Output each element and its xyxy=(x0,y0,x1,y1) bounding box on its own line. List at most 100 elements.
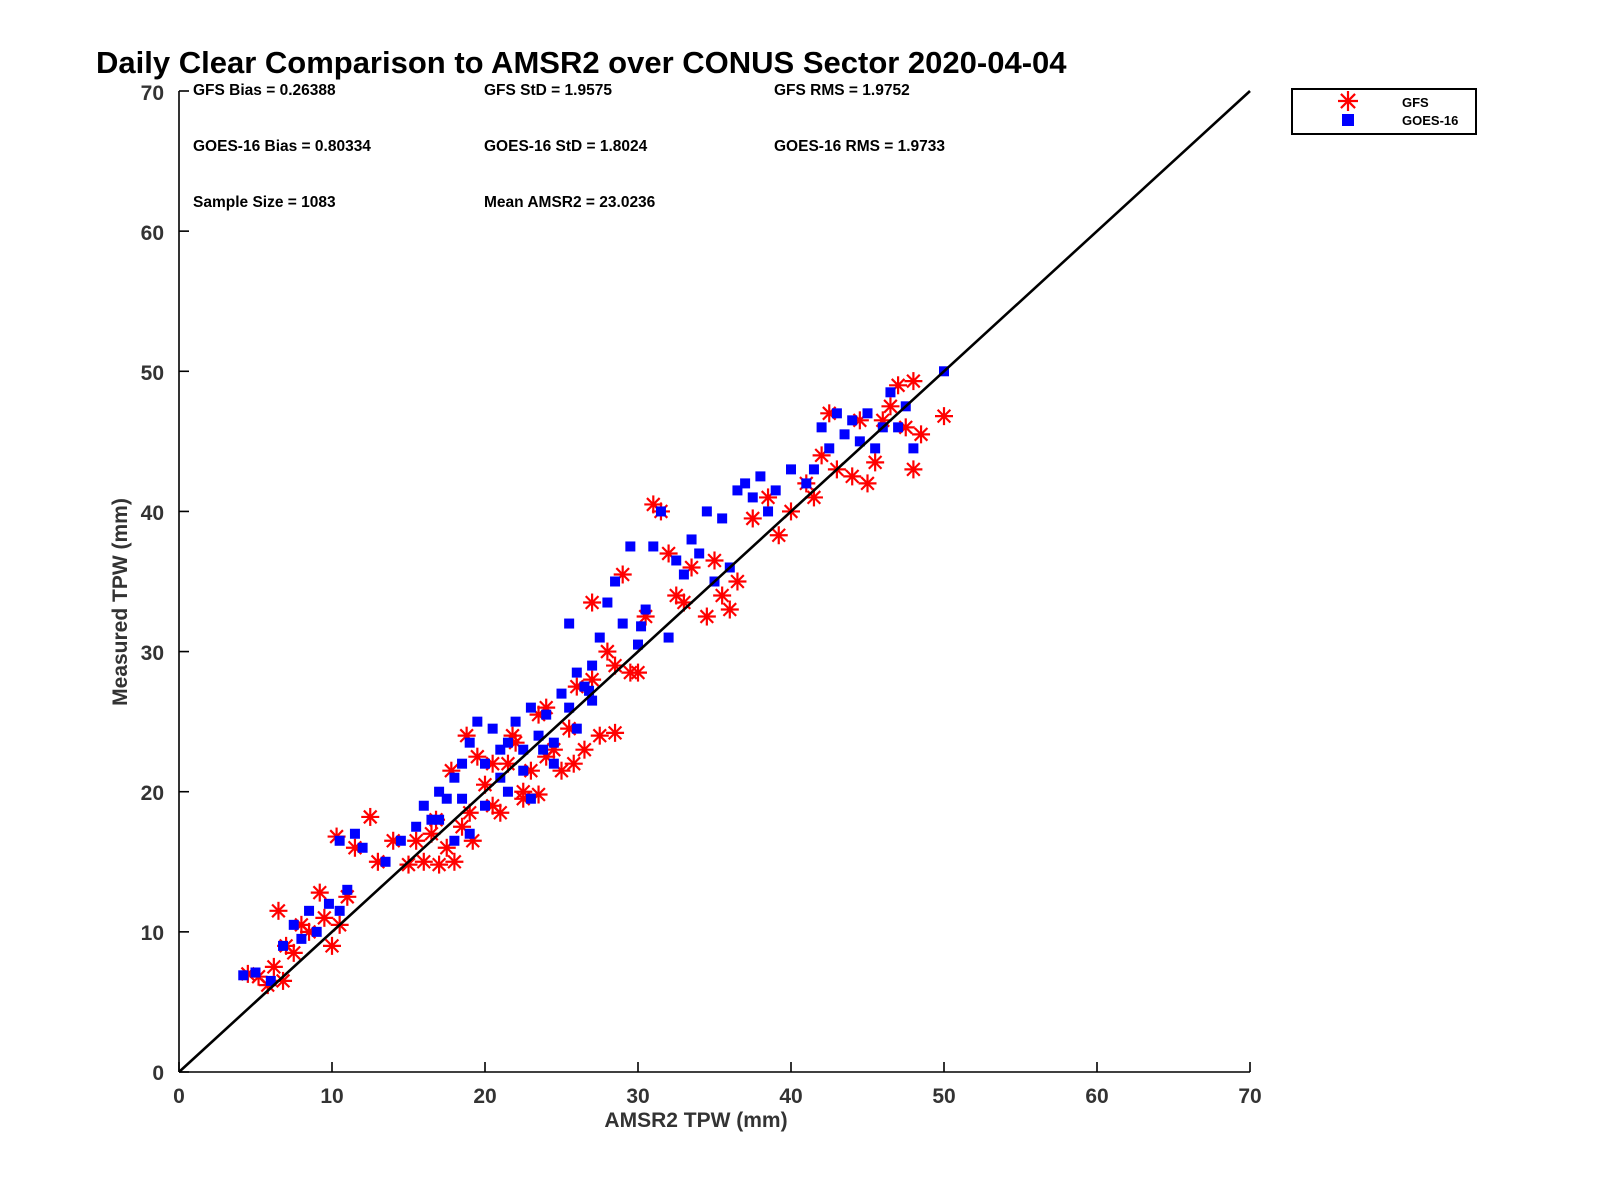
goes-16-point xyxy=(617,618,628,629)
goes-16-point xyxy=(334,905,345,916)
goes-16-point xyxy=(480,800,490,811)
goes-16-point xyxy=(648,541,659,552)
goes-16-point xyxy=(717,513,728,524)
gfs-point xyxy=(697,607,716,626)
goes-16-point xyxy=(487,723,498,734)
goes-16-point xyxy=(747,492,758,503)
goes-16-point xyxy=(349,828,360,839)
x-tick-label: 20 xyxy=(473,1085,496,1108)
goes-16-point xyxy=(755,471,766,482)
goes-16-point xyxy=(671,555,682,566)
goes-16-point xyxy=(655,506,666,517)
goes-16-point xyxy=(502,737,513,748)
goes-16-point xyxy=(816,422,827,433)
goes-16-point xyxy=(701,506,712,517)
gfs-point xyxy=(904,460,923,479)
goes-16-point xyxy=(418,800,429,811)
gfs-point xyxy=(866,453,885,472)
goes-16-point xyxy=(395,835,406,846)
goes-16-point xyxy=(457,758,468,769)
goes-16-point xyxy=(449,835,460,846)
gfs-std-stat: GFS StD = 1.9575 xyxy=(484,82,612,99)
goes-16-point xyxy=(541,709,552,720)
goes-16-point xyxy=(525,793,536,804)
goes-16-point xyxy=(548,758,559,769)
gfs-point xyxy=(264,957,283,976)
goes-16-point xyxy=(885,387,896,398)
gfs-point xyxy=(399,855,418,874)
gfs-point xyxy=(414,852,433,871)
goes-16-point xyxy=(732,485,743,496)
goes-16-point xyxy=(457,793,468,804)
goes-16-series xyxy=(238,366,949,986)
gfs-point xyxy=(743,509,762,528)
gfs-point xyxy=(912,425,931,444)
gfs-series xyxy=(238,372,953,995)
goes-16-point xyxy=(538,744,549,755)
goes-16-point xyxy=(502,786,513,797)
gfs-point xyxy=(583,593,602,612)
gfs-point xyxy=(590,726,609,745)
goes-16-point xyxy=(434,814,445,825)
y-axis-ticks xyxy=(179,90,189,1073)
y-tick-label: 60 xyxy=(141,222,164,245)
goes-rms-stat: GOES-16 RMS = 1.9733 xyxy=(774,138,945,155)
gfs-point xyxy=(407,831,426,850)
goes-16-point xyxy=(678,569,689,580)
gfs-point xyxy=(269,901,288,920)
goes-16-point xyxy=(854,436,865,447)
gfs-point xyxy=(284,943,303,962)
goes-16-point xyxy=(625,541,636,552)
goes-16-point xyxy=(831,408,842,419)
goes-16-point xyxy=(847,415,858,426)
gfs-point xyxy=(858,474,877,493)
goes-16-point xyxy=(464,737,475,748)
goes-16-point xyxy=(449,772,460,783)
goes-16-point xyxy=(288,919,299,930)
goes-16-point xyxy=(296,933,307,944)
gfs-point xyxy=(445,852,464,871)
goes-16-point xyxy=(893,422,904,433)
y-tick-label: 70 xyxy=(141,82,164,105)
goes-16-point xyxy=(441,793,452,804)
goes-16-point xyxy=(770,485,781,496)
goes-16-point xyxy=(786,464,796,475)
gfs-point xyxy=(728,572,747,591)
y-tick-label: 20 xyxy=(141,782,164,805)
goes-16-point xyxy=(556,688,567,699)
goes-16-point xyxy=(694,548,705,559)
goes-16-point xyxy=(250,967,261,978)
goes-16-point xyxy=(633,639,643,650)
goes-16-point xyxy=(862,408,873,419)
goes-16-point xyxy=(602,597,613,608)
gfs-point xyxy=(881,397,900,416)
gfs-point xyxy=(629,663,647,682)
y-tick-label: 10 xyxy=(141,922,164,945)
legend-goes-label: GOES-16 xyxy=(1402,113,1458,128)
legend-box xyxy=(1291,88,1477,135)
x-tick-label: 70 xyxy=(1238,1085,1261,1108)
goes-16-point xyxy=(323,898,334,909)
goes-16-point xyxy=(571,667,582,678)
goes-16-point xyxy=(434,786,445,797)
goes-16-point xyxy=(548,737,559,748)
legend: GFS GOES-16 xyxy=(1291,88,1477,135)
gfs-point xyxy=(935,407,953,426)
gfs-point xyxy=(564,754,583,773)
goes-16-point xyxy=(334,835,345,846)
goes-16-point xyxy=(342,884,353,895)
goes-16-point xyxy=(311,926,322,937)
legend-gfs-label: GFS xyxy=(1402,95,1429,110)
goes-16-point xyxy=(663,632,674,643)
goes-16-point xyxy=(640,604,651,615)
gfs-bias-stat: GFS Bias = 0.26388 xyxy=(193,82,336,99)
goes-16-point xyxy=(763,506,774,517)
goes-16-point xyxy=(411,821,422,832)
chart-title: Daily Clear Comparison to AMSR2 over CON… xyxy=(96,45,1067,80)
y-tick-label: 40 xyxy=(141,502,164,525)
goes-16-point xyxy=(510,716,521,727)
gfs-point xyxy=(843,467,862,486)
goes-16-point xyxy=(525,702,536,713)
goes-16-point xyxy=(584,685,595,696)
goes-16-point xyxy=(908,443,919,454)
